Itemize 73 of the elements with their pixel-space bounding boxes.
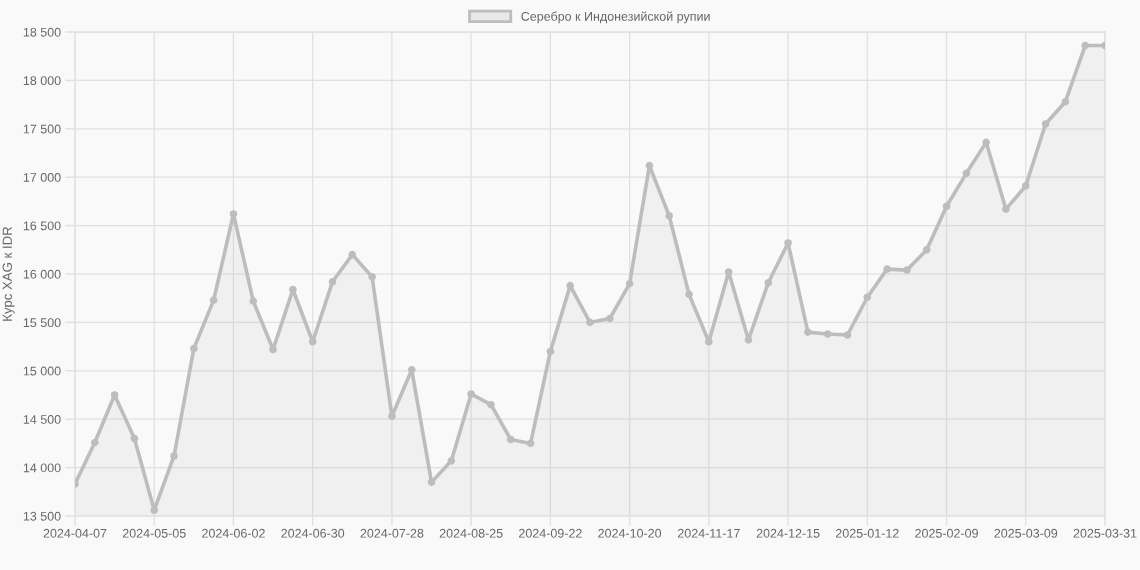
point bbox=[447, 457, 456, 465]
point bbox=[348, 250, 357, 259]
point bbox=[903, 266, 911, 274]
point bbox=[229, 210, 238, 218]
point bbox=[962, 169, 971, 178]
point bbox=[744, 336, 753, 344]
point bbox=[368, 273, 376, 281]
point bbox=[170, 452, 178, 460]
point bbox=[843, 331, 852, 339]
point bbox=[823, 330, 832, 338]
point bbox=[546, 347, 555, 356]
point bbox=[1061, 97, 1070, 106]
y-tick-label: 18 500 bbox=[23, 27, 61, 37]
x-tick-label: 2024-11-17 bbox=[677, 528, 740, 538]
point bbox=[883, 265, 891, 273]
y-tick-label: 13 500 bbox=[23, 511, 61, 521]
x-tick-label: 2025-01-12 bbox=[835, 528, 899, 538]
point bbox=[209, 296, 218, 304]
point bbox=[665, 212, 674, 220]
point bbox=[566, 281, 574, 290]
point bbox=[724, 268, 733, 276]
point bbox=[506, 435, 515, 444]
y-tick-label: 15 000 bbox=[23, 366, 61, 376]
x-tick-label: 2025-03-09 bbox=[994, 528, 1058, 538]
point bbox=[606, 314, 614, 323]
point bbox=[427, 478, 436, 486]
x-tick-label: 2025-02-09 bbox=[915, 528, 978, 538]
x-tick-label: 2024-06-30 bbox=[281, 528, 345, 538]
legend-label: Серебро к Индонезийской рупии bbox=[521, 11, 710, 24]
x-tick-label: 2024-04-07 bbox=[43, 528, 107, 538]
point bbox=[1041, 120, 1050, 128]
y-tick-label: 17 000 bbox=[23, 173, 61, 182]
x-tick-label: 2024-06-02 bbox=[202, 528, 265, 538]
y-tick-label: 16 500 bbox=[23, 221, 61, 231]
y-tick-label: 14 500 bbox=[23, 415, 61, 424]
point bbox=[407, 366, 416, 374]
y-tick-label: 18 000 bbox=[23, 76, 61, 86]
point bbox=[922, 246, 931, 254]
point bbox=[863, 293, 872, 302]
x-tick-label: 2024-05-05 bbox=[122, 528, 186, 538]
point bbox=[91, 438, 99, 447]
x-tick-label: 2024-07-28 bbox=[360, 528, 424, 538]
point bbox=[764, 278, 773, 287]
y-tick-label: 14 000 bbox=[23, 463, 61, 473]
point bbox=[526, 439, 535, 448]
point bbox=[467, 390, 475, 398]
x-tick-label: 2024-08-25 bbox=[439, 528, 503, 538]
x-tick-label: 2024-09-22 bbox=[519, 528, 582, 538]
point bbox=[586, 318, 594, 327]
point bbox=[625, 279, 634, 288]
x-tick-label: 2024-12-15 bbox=[756, 528, 820, 538]
point bbox=[685, 290, 693, 299]
point bbox=[942, 202, 951, 211]
point bbox=[130, 434, 139, 443]
y-tick-label: 17 500 bbox=[23, 124, 61, 134]
point bbox=[784, 239, 792, 247]
point bbox=[110, 391, 119, 399]
point bbox=[249, 297, 258, 305]
point bbox=[1081, 41, 1089, 50]
point bbox=[328, 277, 337, 286]
point bbox=[388, 412, 396, 421]
point bbox=[150, 506, 159, 514]
point bbox=[645, 161, 654, 170]
point bbox=[1021, 182, 1030, 190]
y-axis-title: Курс XAG к IDR bbox=[2, 226, 15, 321]
y-tick-label: 16 000 bbox=[23, 269, 61, 279]
y-tick-label: 15 500 bbox=[23, 318, 61, 328]
x-tick-label: 2025-03-31 bbox=[1073, 528, 1137, 538]
point bbox=[487, 400, 495, 409]
point bbox=[190, 344, 198, 353]
point bbox=[1002, 205, 1010, 213]
point bbox=[804, 328, 812, 336]
x-tick-label: 2024-10-20 bbox=[598, 528, 662, 538]
